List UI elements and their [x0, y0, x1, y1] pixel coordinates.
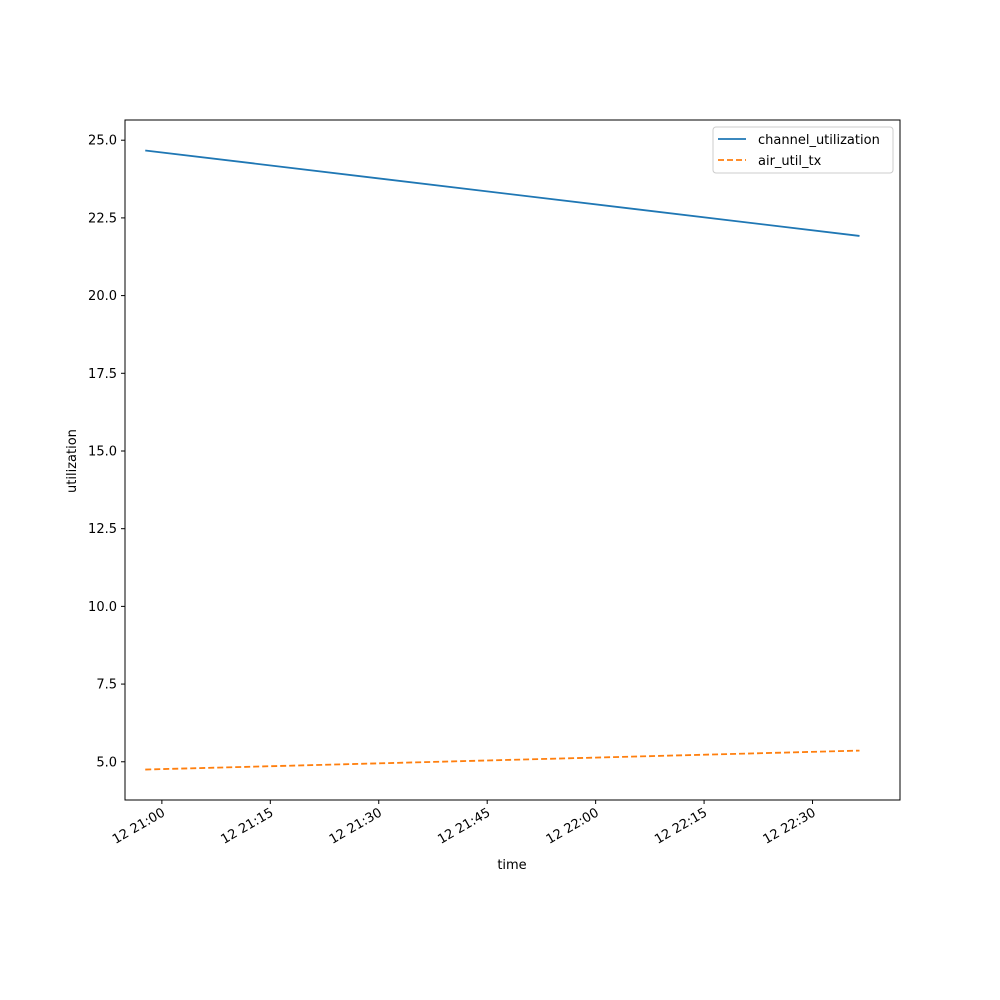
y-tick-label: 15.0 — [88, 444, 117, 459]
y-tick-label: 7.5 — [96, 678, 117, 693]
y-axis-label: utilization — [65, 429, 80, 493]
legend-label: air_util_tx — [758, 154, 822, 169]
series-line-channel-utilization — [145, 149, 860, 237]
legend-box — [712, 126, 894, 174]
y-tick-label: 22.5 — [88, 211, 117, 226]
y-tick-label: 12.5 — [88, 522, 117, 537]
legend: channel_utilization air_util_tx — [712, 126, 894, 174]
y-tick-label: 17.5 — [88, 367, 117, 382]
y-tick-label: 5.0 — [96, 755, 117, 770]
x-axis-label: time — [497, 858, 526, 873]
y-tick-label: 25.0 — [88, 134, 117, 149]
y-tick-label: 10.0 — [88, 600, 117, 615]
plot-lines — [145, 149, 860, 771]
plot-frame — [124, 119, 901, 801]
y-axis-ticks: 5.0 7.5 10.0 12.5 15.0 17.5 20.0 22.5 25.0 — [88, 134, 125, 770]
series-line-air-util-tx — [145, 749, 860, 771]
legend-label: channel_utilization — [758, 133, 880, 148]
y-tick-label: 20.0 — [88, 289, 117, 304]
